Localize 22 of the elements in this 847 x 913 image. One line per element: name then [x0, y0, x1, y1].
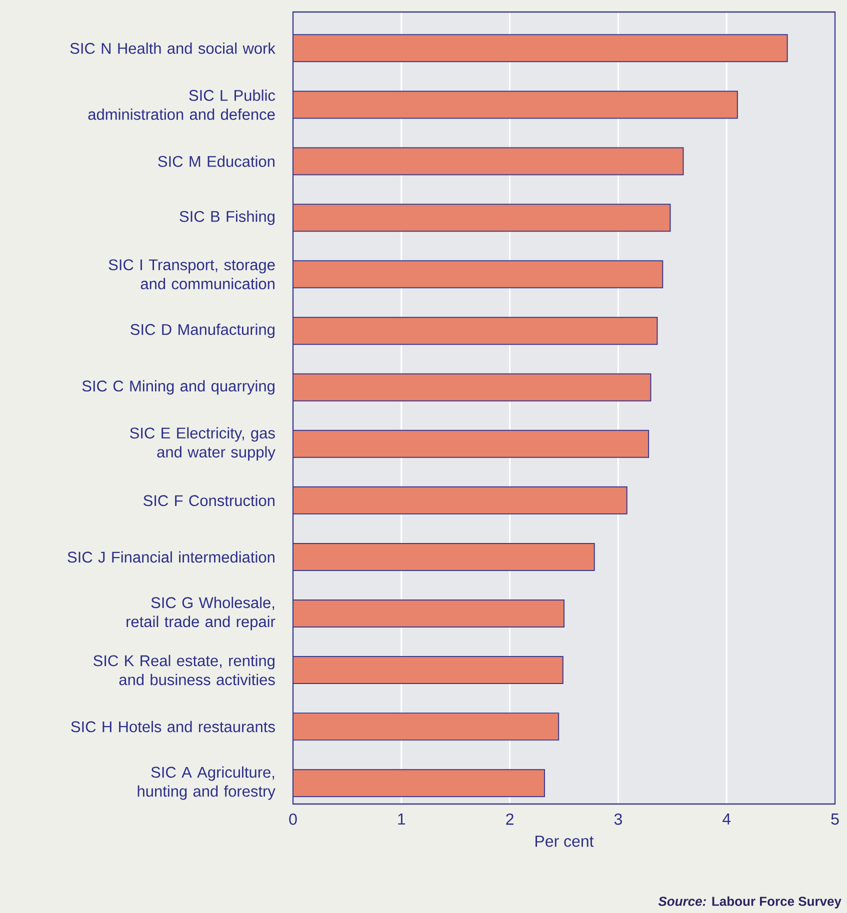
y-tick-label: SIC K Real estate, renting and business activities — [94, 654, 275, 686]
y-tick-label: SIC C Mining and quarrying — [82, 380, 274, 395]
x-tick-label: 5 — [831, 814, 839, 825]
y-tick-label: SIC A Agriculture, hunting and forestry — [138, 766, 276, 800]
x-tick-label: 1 — [398, 814, 406, 825]
y-tick-label: SIC B Fishing — [180, 210, 274, 225]
y-tick-label: SIC M Education — [158, 156, 274, 167]
y-tick-label: SIC L Public administration and defence — [88, 90, 276, 120]
y-tick-label: SIC H Hotels and restaurants — [71, 720, 275, 732]
text: Source: Labour Force Survey — [658, 896, 842, 908]
y-tick-label: SIC F Construction — [144, 494, 274, 506]
y-tick-label: SIC E Electricity, gas and water supply — [130, 427, 276, 461]
y-tick-label: SIC D Manufacturing — [130, 324, 274, 338]
y-tick-label: SIC N Health and social work — [70, 42, 276, 54]
y-tick-label: SIC J Financial intermediation — [68, 551, 274, 563]
y-tick-label: SIC G Wholesale, retail trade and repair — [126, 596, 276, 630]
y-tick-label: SIC I Transport, storage and communication — [108, 259, 275, 290]
x-tick-label: 4 — [722, 814, 731, 825]
x-tick-label: 2 — [506, 814, 514, 825]
x-tick-label: 3 — [614, 814, 622, 825]
x-axis-title: Per cent — [536, 836, 594, 847]
x-tick-label: 0 — [289, 814, 297, 825]
